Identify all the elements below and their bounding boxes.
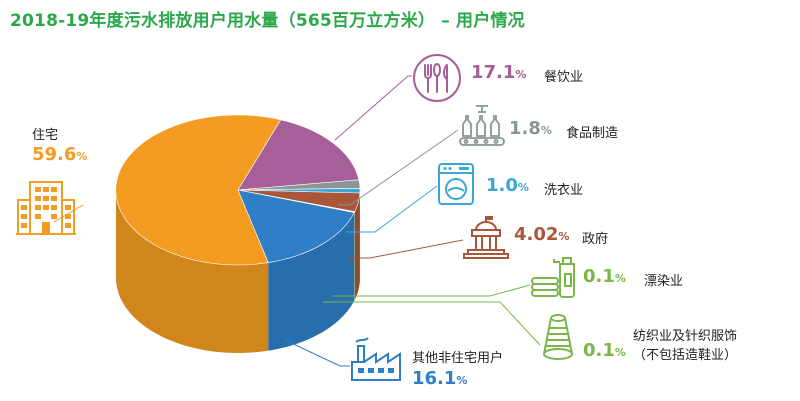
label-government-pct: 4.02%	[514, 224, 569, 245]
pie-slices	[115, 114, 361, 353]
laundry-pct-unit: %	[517, 181, 529, 194]
label-catering-name: 餐饮业	[544, 70, 584, 85]
yarn-spool-icon	[543, 314, 573, 360]
leader-line-4	[348, 239, 464, 259]
label-residential-pct: 59.6%	[32, 144, 87, 165]
leader-line-2	[338, 129, 459, 206]
leader-line-1	[334, 75, 412, 141]
building-icon	[16, 181, 76, 235]
label-dyeing-pct: 0.1%	[583, 266, 626, 287]
textile-pct-unit: %	[614, 346, 626, 359]
leader-line-6	[323, 301, 541, 346]
laundry-pct-value: 1.0	[486, 175, 518, 196]
label-textile-name-line2: （不包括造鞋业）	[633, 348, 738, 363]
textile-pct-value: 0.1	[583, 340, 615, 361]
leader-line-7	[284, 339, 350, 367]
food-pct-unit: %	[540, 124, 552, 137]
pie-slice-1	[237, 119, 360, 191]
government-pct-unit: %	[558, 230, 570, 243]
government-building-icon	[463, 216, 509, 259]
label-other-pct: 16.1%	[412, 368, 467, 389]
pie-slice-7	[237, 189, 355, 263]
label-residential-name: 住宅	[32, 128, 59, 143]
label-textile-pct: 0.1%	[583, 340, 626, 361]
leader-line-3	[346, 185, 438, 233]
label-textile-name-line1: 纺织业及针织服饰	[633, 329, 738, 344]
page-title: 2018-19年度污水排放用户用水量（565百万立方米） – 用户情况	[10, 11, 525, 31]
cutlery-icon	[413, 54, 461, 102]
label-food-name: 食品制造	[566, 126, 619, 141]
leader-line-5	[333, 284, 531, 297]
pie-side-2	[354, 193, 360, 300]
government-pct-value: 4.02	[514, 224, 559, 245]
label-dyeing-name: 漂染业	[644, 274, 684, 289]
pie-side-5	[268, 212, 355, 351]
detergent-icon	[531, 257, 575, 298]
label-other-name: 其他非住宅用户	[412, 351, 504, 366]
label-food-pct: 1.8%	[509, 118, 552, 139]
catering-pct-unit: %	[515, 68, 527, 81]
food-pct-value: 1.8	[509, 118, 541, 139]
pie-slice-0	[115, 114, 282, 266]
dyeing-pct-unit: %	[614, 272, 626, 285]
residential-pct-value: 59.6	[32, 144, 77, 165]
factory-icon	[351, 337, 401, 381]
pie-side-0	[116, 190, 269, 353]
label-laundry-pct: 1.0%	[486, 175, 529, 196]
leader-lines	[53, 75, 541, 367]
label-government-name: 政府	[582, 232, 609, 247]
residential-pct-unit: %	[76, 150, 88, 163]
other-pct-value: 16.1	[412, 368, 457, 389]
label-laundry-name: 洗衣业	[544, 183, 584, 198]
other-pct-unit: %	[456, 374, 468, 387]
dyeing-pct-value: 0.1	[583, 266, 615, 287]
catering-pct-value: 17.1	[471, 62, 516, 83]
label-catering-pct: 17.1%	[471, 62, 526, 83]
leader-line-0	[53, 204, 84, 223]
bottles-icon	[459, 105, 505, 146]
washing-machine-icon	[438, 163, 474, 205]
